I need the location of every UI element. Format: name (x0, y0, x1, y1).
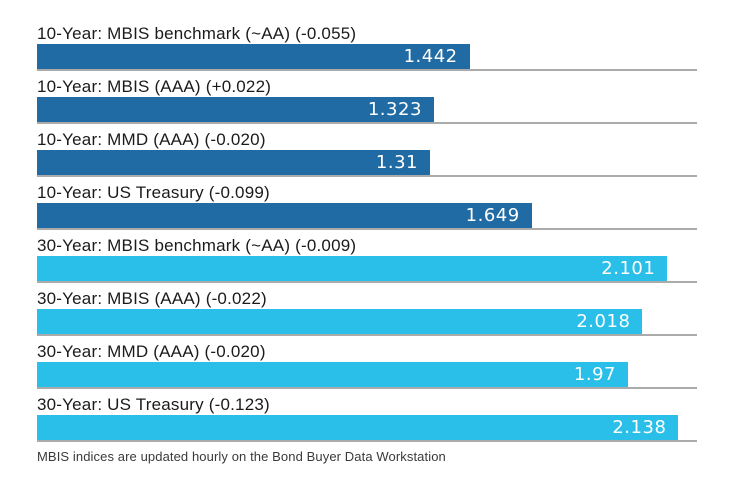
bar-row: 30-Year: MBIS benchmark (~AA) (-0.009) 2… (37, 236, 697, 283)
bar: 2.101 (37, 256, 668, 281)
bar-row: 10-Year: MBIS (AAA) (+0.022) 1.323 (37, 77, 697, 124)
bar-category-label: 10-Year: MMD (AAA) (-0.020) (37, 130, 266, 149)
bar-row: 30-Year: MBIS (AAA) (-0.022) 2.018 (37, 289, 697, 336)
bar: 1.442 (37, 44, 470, 69)
bar-row: 10-Year: MBIS benchmark (~AA) (-0.055) 1… (37, 24, 697, 71)
bar-category-label: 30-Year: MMD (AAA) (-0.020) (37, 342, 266, 361)
bar-value-label: 1.97 (573, 364, 616, 385)
bar-value-label: 2.138 (612, 417, 667, 438)
chart-footnote: MBIS indices are updated hourly on the B… (37, 449, 446, 464)
bar-baseline: 1.31 (37, 150, 697, 177)
bar-row: 10-Year: US Treasury (-0.099) 1.649 (37, 183, 697, 230)
bar-category-label: 30-Year: MBIS benchmark (~AA) (-0.009) (37, 236, 357, 255)
bar-baseline: 2.018 (37, 309, 697, 336)
bar-value-label: 1.31 (375, 152, 418, 173)
bar-value-label: 2.018 (576, 311, 631, 332)
bar-value-label: 2.101 (601, 258, 656, 279)
bar-category-label: 10-Year: MBIS (AAA) (+0.022) (37, 77, 272, 96)
bar-value-label: 1.442 (403, 46, 458, 67)
bar-row: 10-Year: MMD (AAA) (-0.020) 1.31 (37, 130, 697, 177)
bar-value-label: 1.323 (367, 99, 422, 120)
chart-area: 10-Year: MBIS benchmark (~AA) (-0.055) 1… (37, 18, 697, 442)
bar: 2.018 (37, 309, 643, 334)
bar: 1.97 (37, 362, 628, 387)
bar-baseline: 1.442 (37, 44, 697, 71)
bar-row: 30-Year: US Treasury (-0.123) 2.138 (37, 395, 697, 442)
bar-category-label: 30-Year: US Treasury (-0.123) (37, 395, 270, 414)
bar-category-label: 30-Year: MBIS (AAA) (-0.022) (37, 289, 267, 308)
bar: 1.31 (37, 150, 430, 175)
bar-category-label: 10-Year: US Treasury (-0.099) (37, 183, 270, 202)
bar: 1.649 (37, 203, 532, 228)
bar: 1.323 (37, 97, 434, 122)
bar-category-label: 10-Year: MBIS benchmark (~AA) (-0.055) (37, 24, 357, 43)
bar-value-label: 1.649 (465, 205, 520, 226)
bar-baseline: 1.649 (37, 203, 697, 230)
bar: 2.138 (37, 415, 679, 440)
bar-baseline: 2.101 (37, 256, 697, 283)
bar-baseline: 1.97 (37, 362, 697, 389)
bar-baseline: 2.138 (37, 415, 697, 442)
bar-row: 30-Year: MMD (AAA) (-0.020) 1.97 (37, 342, 697, 389)
bar-baseline: 1.323 (37, 97, 697, 124)
